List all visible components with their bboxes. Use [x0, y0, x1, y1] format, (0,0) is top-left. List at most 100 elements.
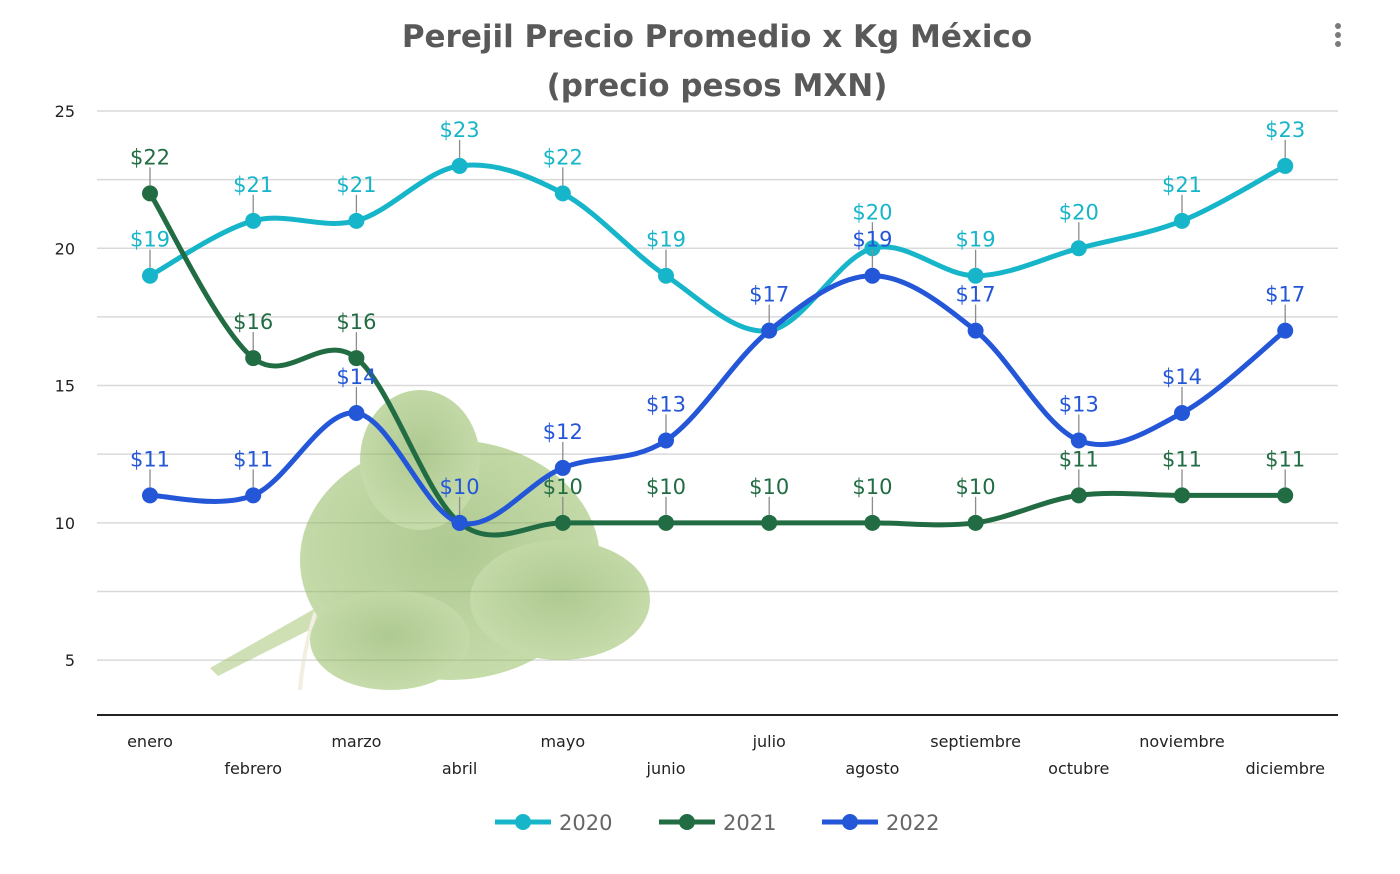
chart-title: Perejil Precio Promedio x Kg México (pre…	[402, 19, 1032, 104]
more-vertical-icon	[1335, 23, 1341, 29]
data-label-2020: $23	[1265, 118, 1305, 142]
legend-label: 2021	[723, 811, 776, 835]
x-tick-label: abril	[442, 759, 477, 778]
data-label-2020: $21	[336, 173, 376, 197]
data-label-2021: $16	[233, 310, 273, 334]
data-label-2021: $16	[336, 310, 376, 334]
data-label-2022: $17	[956, 283, 996, 307]
data-label-2021: $10	[646, 475, 686, 499]
data-point-2021	[658, 514, 674, 531]
legend-marker-icon	[842, 814, 858, 830]
legend-item-2022[interactable]: 2022	[822, 811, 939, 835]
y-tick-label: 5	[65, 651, 75, 670]
data-point-2021	[554, 514, 571, 531]
data-point-2020	[967, 267, 984, 284]
data-label-2020: $20	[852, 200, 892, 224]
data-label-2021: $11	[1162, 447, 1202, 471]
y-tick-label: 10	[55, 514, 75, 533]
x-tick-label: junio	[646, 759, 686, 778]
x-tick-label: marzo	[331, 732, 381, 751]
data-label-2021: $11	[1059, 447, 1099, 471]
data-point-2020	[142, 267, 158, 284]
y-tick-label: 25	[55, 102, 75, 121]
data-point-2021	[142, 185, 158, 202]
x-tick-label: febrero	[224, 759, 282, 778]
data-point-2022	[348, 405, 365, 421]
data-label-2022: $13	[1059, 392, 1099, 416]
legend-marker-icon	[679, 814, 695, 830]
data-point-2020	[348, 212, 365, 229]
data-point-2022	[451, 514, 468, 531]
x-tick-label: enero	[127, 732, 173, 751]
legend-item-2021[interactable]: 2021	[659, 811, 776, 835]
x-tick-label: julio	[752, 732, 786, 751]
series-2021: $22 $16 $16 $10 $10 $10 $10 $10 $11 $11 $11	[130, 145, 1305, 538]
x-axis-ticks: enero febrero marzo abril mayo junio julio agos…	[127, 732, 1325, 778]
data-point-2022	[658, 432, 674, 449]
data-point-2020	[658, 267, 674, 284]
series-2020: $19 $21 $21 $23 $22 $19 $20 $19 $20 $21 $23	[130, 118, 1305, 339]
data-point-2022	[761, 322, 778, 339]
legend-marker-icon	[515, 814, 531, 830]
data-point-2020	[554, 185, 571, 202]
y-axis-ticks: 5 10 15 20 25	[55, 102, 75, 670]
data-label-2022: $11	[233, 447, 273, 471]
series-2022: $11 $11 $14 $10 $12 $13 $17 $19 $17 $13 $14 $17	[130, 228, 1305, 531]
x-tick-label: agosto	[845, 759, 899, 778]
data-label-2020: $21	[233, 173, 273, 197]
data-point-2020	[245, 212, 262, 229]
chart-title-line-1: Perejil Precio Promedio x Kg México	[402, 19, 1032, 55]
data-label-2021: $11	[1265, 447, 1305, 471]
y-tick-label: 20	[55, 239, 75, 258]
data-label-2020: $19	[130, 228, 170, 252]
parsley-stems	[210, 600, 345, 676]
data-point-2022	[967, 322, 984, 339]
series-line-2021	[147, 190, 1288, 538]
data-point-2022	[554, 459, 571, 476]
data-point-2021	[761, 514, 778, 531]
data-point-2021	[1070, 487, 1087, 504]
x-tick-label: diciembre	[1245, 759, 1325, 778]
data-point-2020	[1070, 240, 1087, 257]
data-point-2021	[967, 514, 984, 531]
legend-item-2020[interactable]: 2020	[495, 811, 612, 835]
data-point-2020	[1277, 157, 1294, 174]
data-label-2021: $22	[130, 145, 170, 169]
data-label-2022: $17	[749, 283, 789, 307]
data-label-2021: $10	[749, 475, 789, 499]
data-point-2022	[245, 487, 262, 504]
data-point-2020	[451, 157, 468, 174]
more-vertical-icon-dot	[1335, 32, 1341, 38]
data-point-2022	[1277, 322, 1294, 339]
series-lines: $19 $21 $21 $23 $22 $19 $20 $19 $20 $21 $23$22 $16 $…	[130, 118, 1305, 538]
data-point-2021	[1174, 487, 1190, 504]
data-label-2021: $10	[956, 475, 996, 499]
parsley-leaves-bottom	[310, 590, 470, 690]
x-tick-label: noviembre	[1139, 732, 1225, 751]
data-point-2021	[1277, 487, 1294, 504]
data-point-2022	[1174, 405, 1190, 421]
more-vertical-icon-dot	[1335, 41, 1341, 47]
data-point-2022	[142, 487, 158, 504]
legend-label: 2020	[559, 811, 612, 835]
more-options-button[interactable]	[1326, 20, 1350, 54]
data-label-2020: $19	[956, 228, 996, 252]
data-point-2022	[864, 267, 881, 284]
x-tick-label: octubre	[1048, 759, 1109, 778]
data-label-2020: $23	[440, 118, 480, 142]
data-point-2020	[864, 240, 881, 257]
data-label-2020: $20	[1059, 200, 1099, 224]
data-label-2020: $19	[646, 228, 686, 252]
legend: 2020 2021 2022	[495, 811, 939, 835]
data-label-2022: $14	[1162, 365, 1202, 389]
data-point-2020	[1174, 212, 1190, 229]
data-label-2022: $12	[543, 420, 583, 444]
data-label-2022: $13	[646, 392, 686, 416]
data-point-2021	[864, 514, 881, 531]
legend-label: 2022	[886, 811, 939, 835]
data-point-2022	[1070, 432, 1087, 449]
data-label-2020: $21	[1162, 173, 1202, 197]
x-tick-label: septiembre	[930, 732, 1021, 751]
data-label-2022: $14	[336, 365, 376, 389]
